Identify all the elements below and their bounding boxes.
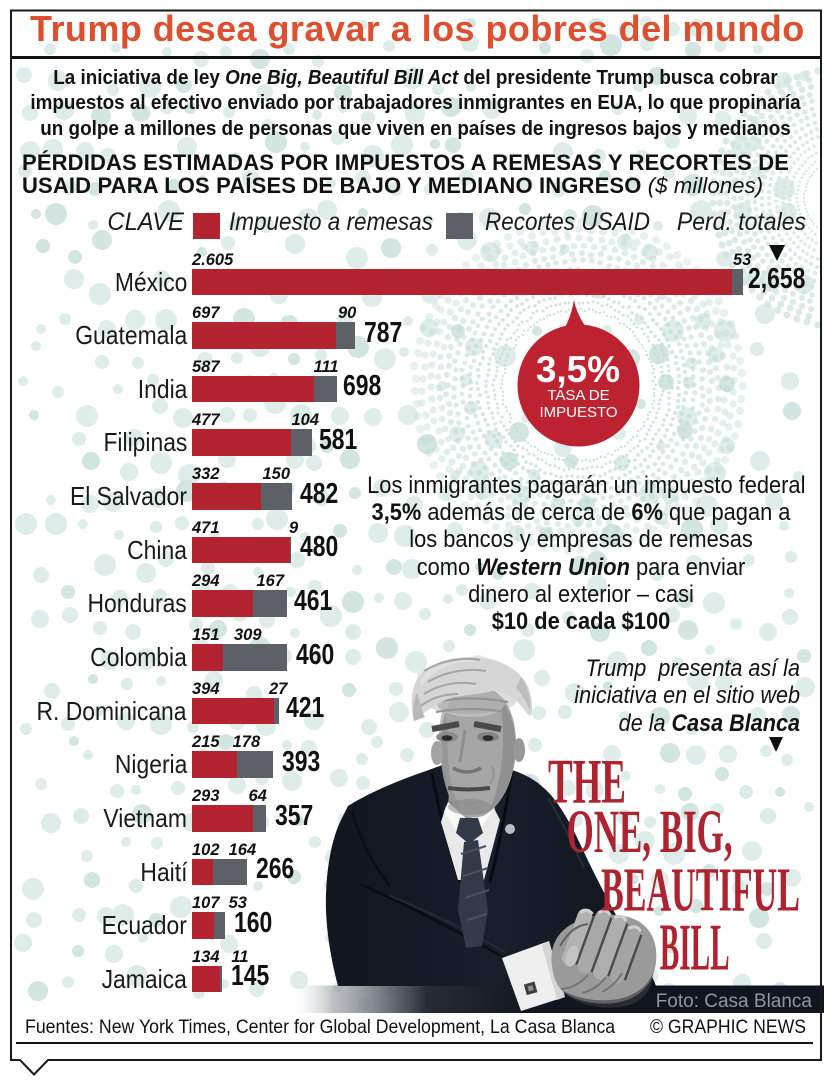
svg-text:BILL: BILL [660,911,730,985]
svg-text:Foto: Casa Blanca: Foto: Casa Blanca [656,991,813,1012]
